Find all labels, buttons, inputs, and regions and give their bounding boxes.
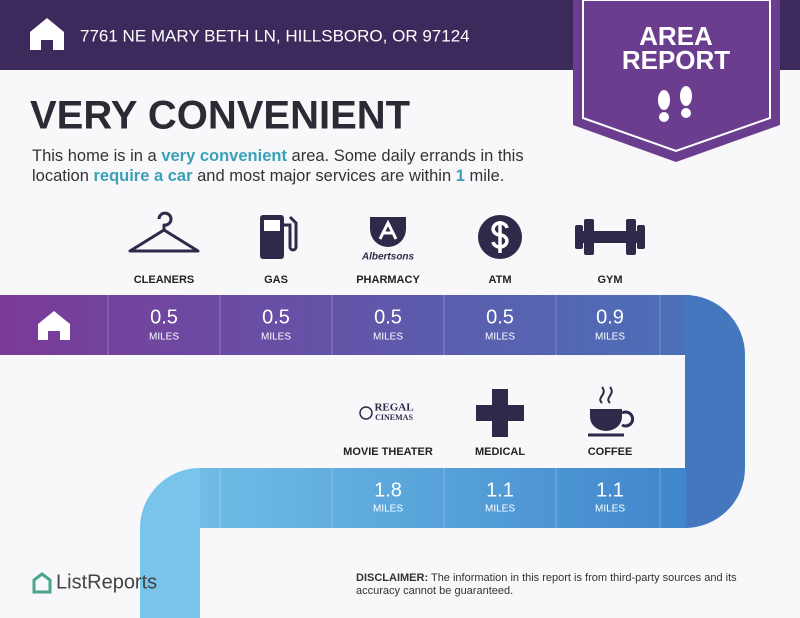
footprints [658, 86, 692, 122]
badge-line: REPORT [622, 45, 730, 75]
band-turn [140, 468, 203, 618]
icon-part [637, 225, 645, 249]
summary-part: and most major services are within [192, 167, 456, 185]
icon [478, 215, 522, 259]
band-turn [682, 295, 745, 528]
icon-part [128, 211, 200, 253]
icon-part [378, 219, 398, 240]
unit: MILES [373, 504, 403, 515]
home-icon [30, 18, 64, 50]
icon-part [359, 406, 373, 420]
disclaimer-text: The information in this report is from t… [356, 572, 737, 597]
icon [476, 389, 524, 437]
summary-part: mile. [464, 167, 505, 185]
summary-part: area. Some daily errands in this locatio… [32, 147, 524, 185]
label: CLEANERS [134, 274, 195, 286]
unit: MILES [373, 332, 403, 343]
label: MEDICAL [475, 446, 525, 458]
label: COFFEE [588, 446, 633, 458]
distance: 0.5 [374, 306, 402, 328]
label: GYM [597, 274, 622, 286]
label: GAS [264, 274, 288, 286]
distance: 1.8 [374, 479, 402, 501]
icon-part [626, 219, 636, 255]
icon [260, 215, 298, 259]
badge-border [582, 0, 771, 153]
icon [370, 217, 406, 247]
summary-part: 1 [455, 167, 465, 185]
unit: MILES [485, 332, 515, 343]
distance: 0.9 [596, 306, 624, 328]
unit: MILES [595, 504, 625, 515]
icon-part [599, 386, 613, 404]
logo-text: Albertsons [361, 252, 415, 263]
unit: MILES [595, 332, 625, 343]
disclaimer-label: DISCLAIMER: [356, 572, 429, 584]
icon [575, 219, 645, 255]
distance: 0.5 [262, 306, 290, 328]
icon [588, 386, 635, 437]
band [0, 295, 690, 355]
summary-part: This home is in a [32, 147, 162, 165]
label: ATM [488, 274, 511, 286]
unit: MILES [261, 332, 291, 343]
distance: 1.1 [596, 479, 624, 501]
label: PHARMACY [356, 274, 420, 286]
brand: ListReports [56, 571, 157, 593]
unit: MILES [149, 332, 179, 343]
brand-icon [32, 572, 52, 594]
label: MOVIE THEATER [343, 446, 433, 458]
headline: VERY CONVENIENT [30, 94, 410, 138]
distance: 1.1 [486, 479, 514, 501]
summary-part: require a car [93, 167, 193, 185]
home-icon [38, 311, 70, 340]
icon-part [491, 221, 509, 253]
band [200, 468, 686, 528]
icon-part [264, 220, 280, 231]
icon [128, 211, 200, 253]
icon-part [621, 410, 635, 428]
logo-text: CINEMAS [375, 413, 413, 422]
icon-part [476, 389, 524, 437]
icon [359, 406, 373, 420]
icon-part [284, 215, 298, 252]
icon-part [590, 409, 622, 431]
cell-dividers [107, 295, 661, 528]
summary: This home is in a very convenient area. … [32, 146, 572, 186]
icon-part [575, 225, 583, 249]
bg [0, 528, 140, 618]
unit: MILES [485, 504, 515, 515]
distance: 0.5 [150, 306, 178, 328]
logo-text: REGAL [374, 402, 413, 414]
icon-part [584, 219, 594, 255]
summary-part: very convenient [161, 147, 287, 165]
badge-line: AREA [639, 21, 713, 51]
distance: 0.5 [486, 306, 514, 328]
address: 7761 NE MARY BETH LN, HILLSBORO, OR 9712… [80, 26, 470, 45]
disclaimer: DISCLAIMER: The information in this repo… [356, 572, 776, 598]
badge [573, 0, 780, 162]
